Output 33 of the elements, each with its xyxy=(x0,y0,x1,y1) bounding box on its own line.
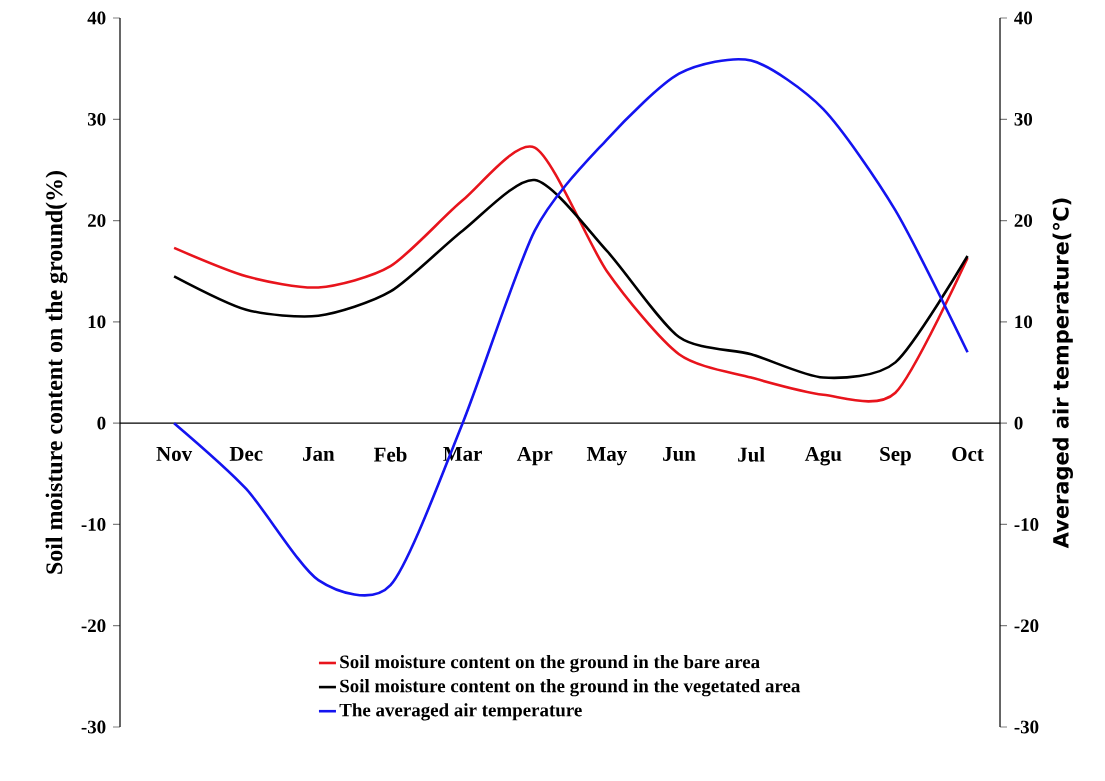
y-tick-label: -10 xyxy=(81,518,106,531)
x-tick-label: Agu xyxy=(804,446,842,466)
y-tick-label: 10 xyxy=(88,315,106,329)
y2-axis-title: Averaged air temperature(℃) xyxy=(1052,198,1073,549)
x-tick-label: May xyxy=(586,446,628,466)
y-tick-label: -20 xyxy=(81,619,106,633)
x-tick-label: Jun xyxy=(663,446,696,461)
y2-tick-label: -20 xyxy=(1014,619,1039,633)
y2-tick-label: 30 xyxy=(1014,112,1033,126)
y-tick-label: 0 xyxy=(97,416,106,430)
y-tick-label: 40 xyxy=(87,11,106,25)
y2-tick-label: -30 xyxy=(1014,720,1039,734)
x-tick-label: Oct xyxy=(952,446,984,462)
legend-label: The averaged air temperature xyxy=(339,703,582,721)
x-tick-label: Jan xyxy=(303,446,335,461)
y2-tick-label: 10 xyxy=(1015,315,1033,329)
x-tick-label: Feb xyxy=(374,446,407,462)
y2-tick-label: 20 xyxy=(1014,214,1033,227)
y-tick-label: 20 xyxy=(88,214,106,227)
y2-tick-label: 40 xyxy=(1014,11,1033,25)
x-tick-label: Nov xyxy=(156,446,193,461)
legend-label: Soil moisture content on the ground in the bare area xyxy=(340,654,760,673)
y-tick-label: -30 xyxy=(81,720,106,734)
legend-label: Soil moisture content on the ground in the vegetated area xyxy=(340,679,801,697)
y-tick-label: 30 xyxy=(87,112,106,126)
x-tick-label: Sep xyxy=(880,446,911,466)
x-tick-label: Jul xyxy=(738,446,765,462)
y-axis-title: Soil moisture content on the ground(%) xyxy=(45,171,68,574)
y2-tick-label: 0 xyxy=(1014,416,1023,430)
x-tick-label: Apr xyxy=(516,446,553,466)
y2-tick-label: -10 xyxy=(1014,518,1039,531)
line-series xyxy=(172,178,969,380)
x-tick-label: Dec xyxy=(229,446,263,461)
